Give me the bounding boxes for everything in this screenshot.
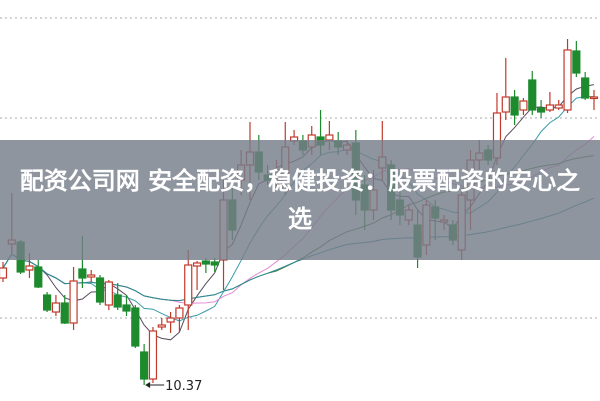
candle-up — [545, 104, 554, 111]
candle-up — [175, 307, 184, 319]
candle-down — [510, 96, 519, 116]
candle-down — [528, 79, 537, 111]
candle-down — [140, 351, 149, 380]
candle-up — [51, 302, 61, 313]
candle-up — [157, 324, 166, 328]
candle-down — [34, 266, 43, 288]
candle-down — [536, 107, 546, 113]
candle-up — [166, 317, 175, 323]
candle-up — [87, 274, 96, 278]
candle-down — [113, 294, 122, 308]
candle-down — [78, 268, 87, 279]
candle-up — [589, 96, 599, 100]
candle-up — [563, 49, 572, 111]
candle-down — [122, 304, 131, 312]
candle-up — [104, 281, 113, 306]
candle-down — [581, 77, 590, 99]
candle-down — [131, 307, 140, 347]
candle-down — [572, 50, 581, 74]
candle-up — [192, 262, 202, 267]
candle-down — [95, 277, 105, 303]
candle-down — [201, 260, 210, 265]
candle-up — [25, 265, 34, 271]
article-title: 配资公司网 安全配资，稳健投资：股票配资的安心之选 — [19, 167, 581, 233]
candle-up — [69, 280, 78, 324]
candle-up — [184, 264, 193, 306]
candle-down — [43, 294, 52, 311]
candle-up — [501, 96, 510, 113]
candle-up — [554, 104, 563, 109]
candle-up — [0, 267, 8, 279]
title-banner — [0, 140, 600, 260]
low-arrow-icon — [145, 382, 151, 388]
low-price-label: 10.37 — [165, 379, 202, 394]
candle-up — [148, 330, 158, 380]
candle-up — [519, 100, 528, 111]
candle-down — [60, 302, 69, 324]
candle-down — [210, 261, 219, 266]
